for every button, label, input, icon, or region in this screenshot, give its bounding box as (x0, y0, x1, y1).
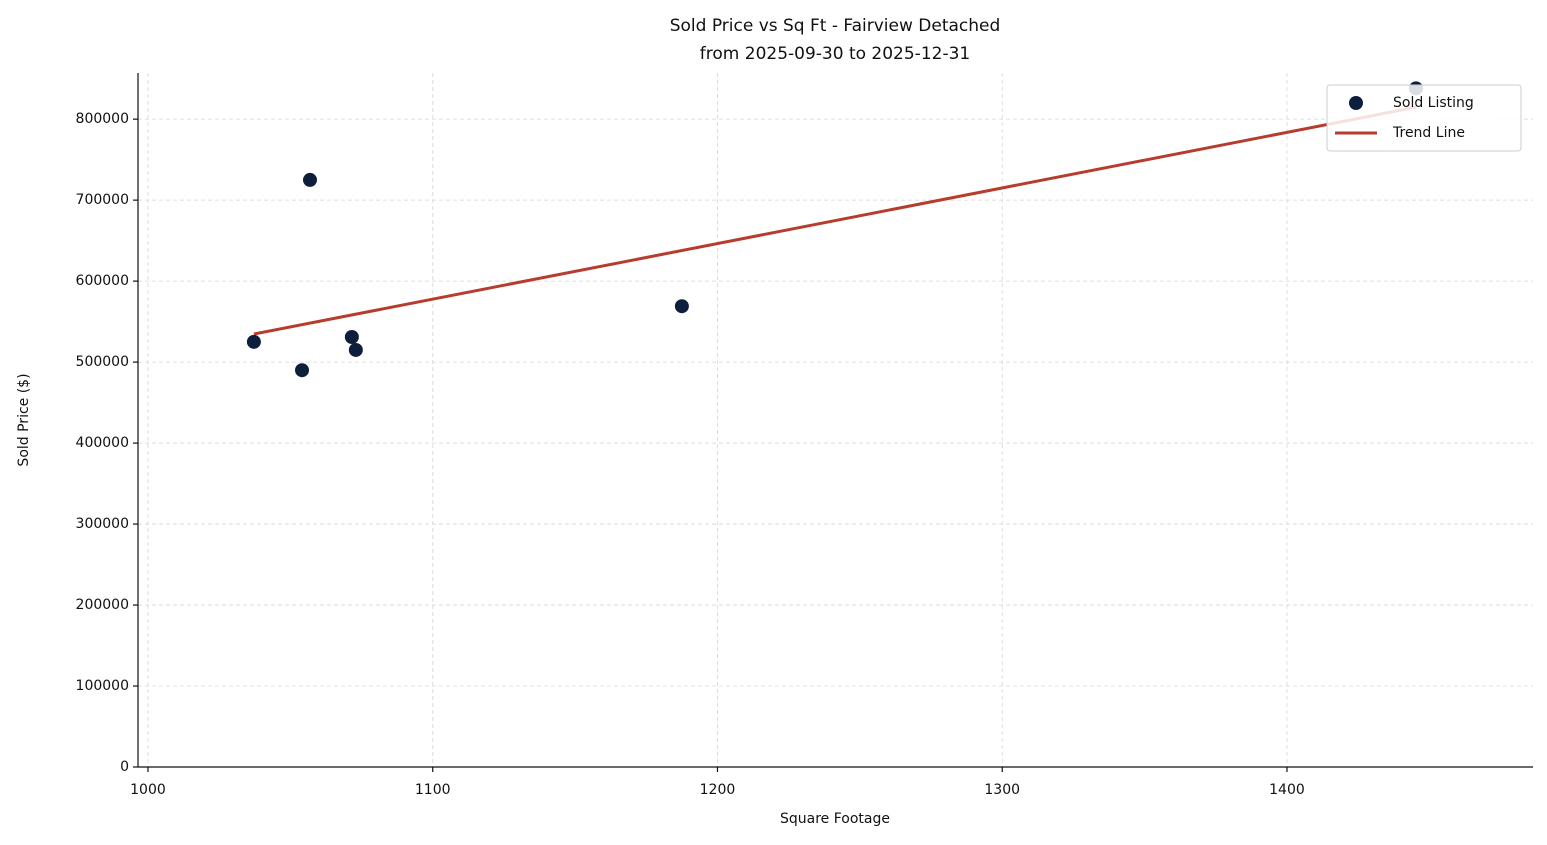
y-tick-label: 100000 (76, 678, 129, 694)
data-point (674, 299, 689, 314)
x-tick-label: 1200 (700, 782, 736, 798)
chart-title: Sold Price vs Sq Ft - Fairview Detached (670, 16, 1001, 36)
data-point (344, 329, 359, 344)
y-tick-label: 0 (120, 759, 129, 775)
y-tick-label: 700000 (76, 192, 129, 208)
y-tick-label: 400000 (76, 435, 129, 451)
y-tick-label: 800000 (76, 111, 129, 127)
data-point (246, 334, 261, 349)
legend-label: Trend Line (1392, 125, 1465, 141)
trend-line (253, 105, 1417, 336)
x-tick-label: 1300 (984, 782, 1020, 798)
x-tick-label: 1400 (1269, 782, 1305, 798)
y-tick-label: 500000 (76, 354, 129, 370)
y-tick-label: 300000 (76, 516, 129, 532)
y-tick-label: 600000 (76, 273, 129, 289)
data-point (348, 342, 363, 357)
legend-label: Sold Listing (1393, 95, 1474, 111)
y-axis-label: Sold Price ($) (16, 373, 32, 466)
data-point (302, 172, 317, 187)
chart-subtitle: from 2025-09-30 to 2025-12-31 (700, 44, 970, 64)
data-point (295, 363, 310, 378)
y-tick-label: 200000 (76, 597, 129, 613)
legend: Sold Listing Trend Line (1326, 84, 1522, 152)
x-axis-label: Square Footage (780, 811, 890, 827)
legend-swatch (1349, 96, 1363, 110)
x-tick-label: 1100 (415, 782, 451, 798)
x-tick-label: 1000 (130, 782, 166, 798)
